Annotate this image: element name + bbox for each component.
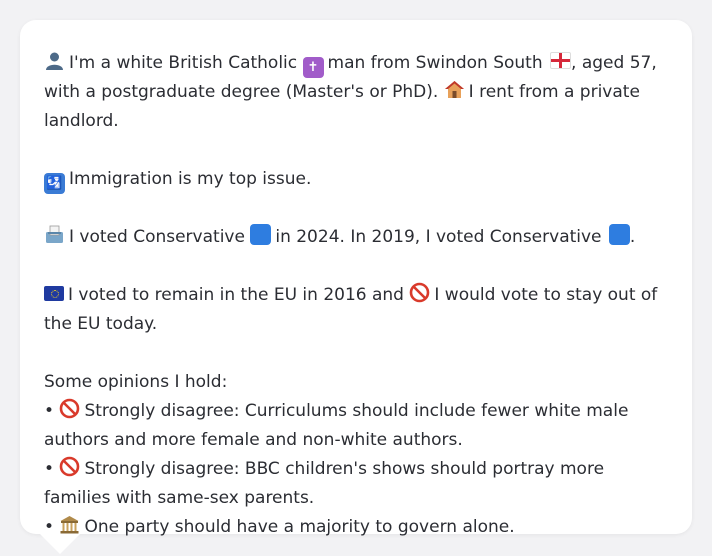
opinion-item-2: • Strongly disagree: BBC children's show…: [44, 455, 668, 513]
vote-text-2: in 2024. In 2019, I voted Conservative: [275, 227, 602, 247]
opinion-text-3: One party should have a majority to gove…: [84, 517, 515, 537]
eu-text-2: I would vote to stay out of the EU today…: [44, 285, 658, 334]
bullet: •: [44, 459, 55, 479]
profile-text-3: , aged 57, with a postgraduate degree (M…: [44, 53, 657, 102]
person-silhouette-icon: [44, 50, 65, 71]
prohibited-icon: [59, 456, 80, 477]
profile-text-1: I'm a white British Catholic: [69, 53, 298, 73]
opinion-item-1: • Strongly disagree: Curriculums should …: [44, 397, 668, 455]
blue-square-icon: [250, 224, 272, 245]
opinion-text-1: Strongly disagree: Curriculums should in…: [44, 401, 629, 450]
vote-text-1: I voted Conservative: [69, 227, 245, 247]
eu-flag-icon: [44, 286, 64, 301]
house-icon: [444, 79, 465, 100]
profile-text-2: man from Swindon South: [327, 53, 543, 73]
opinion-text-2: Strongly disagree: BBC children's shows …: [44, 459, 605, 508]
vote-text-end: .: [629, 227, 636, 247]
latin-cross-icon: ✝: [302, 57, 324, 78]
bullet: •: [44, 517, 55, 537]
top-issue-text: Immigration is my top issue.: [69, 169, 312, 189]
prohibited-icon: [409, 282, 430, 303]
england-flag-icon: [550, 52, 572, 69]
prohibited-icon: [59, 398, 80, 419]
housing-text: I rent from a private landlord.: [44, 82, 640, 131]
bullet: •: [44, 401, 55, 421]
eu-text-1: I voted to remain in the EU in 2016 and: [68, 285, 404, 305]
profile-paragraph: I'm a white British Catholic ✝ man from S…: [44, 49, 668, 136]
eu-paragraph: I voted to remain in the EU in 2016 and …: [44, 281, 668, 339]
classical-building-icon: [59, 514, 80, 535]
blue-square-icon: [608, 224, 630, 245]
vote-paragraph: I voted Conservative in 2024. In 2019, I…: [44, 223, 668, 252]
bubble-tail: [40, 534, 80, 554]
top-issue-paragraph: 🛂 Immigration is my top issue.: [44, 165, 668, 194]
opinion-item-3: • One party should have a majority to go…: [44, 513, 668, 542]
ballot-box-icon: [44, 224, 65, 245]
message-bubble: I'm a white British Catholic ✝ man from S…: [20, 20, 692, 537]
passport-control-icon: 🛂: [44, 173, 65, 194]
opinions-heading: Some opinions I hold:: [44, 372, 228, 392]
